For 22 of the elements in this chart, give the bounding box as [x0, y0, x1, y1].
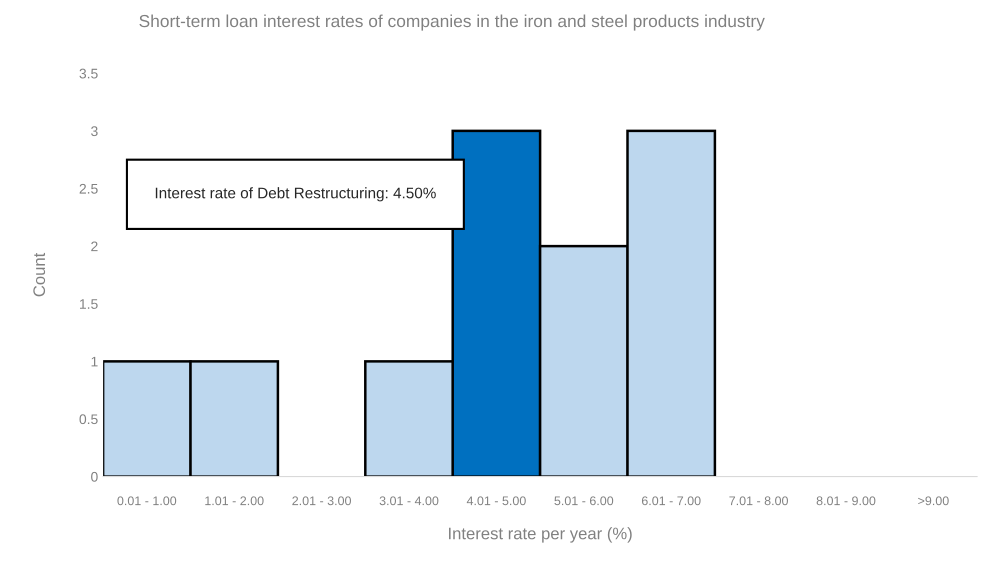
x-tick-label: 7.01 - 8.00: [729, 496, 788, 506]
x-tick-label: 5.01 - 6.00: [554, 496, 614, 506]
x-tick-label: 1.01 - 2.00: [205, 496, 264, 506]
x-axis-title: Interest rate per year (%): [449, 527, 632, 543]
x-tick-label: 3.01 - 4.00: [380, 496, 438, 506]
y-tick-label: 3.5: [79, 68, 98, 78]
y-tick-label: 1: [92, 356, 98, 366]
y-tick-label: 0: [91, 472, 98, 482]
x-tick-label: 0.01 - 1.00: [117, 496, 176, 506]
y-tick-label: 3: [91, 126, 98, 136]
chart-title: Short-term loan interest rates of companies in the iron and steel products industry: [139, 14, 765, 31]
x-tick-label: 2.01 - 3.00: [292, 496, 351, 506]
y-axis-title: Count: [33, 252, 46, 296]
y-tick-label: 2: [91, 241, 98, 252]
x-tick-label: 8.01 - 9.00: [816, 496, 876, 506]
x-tick-label: >9.00: [918, 496, 949, 506]
annotation: Interest rate of Debt Restructuring: 4.50%: [156, 187, 436, 202]
x-tick-label: 6.01 - 7.00: [642, 496, 701, 506]
x-tick-label: 4.01 - 5.00: [466, 496, 526, 506]
y-tick-label: 1.5: [80, 299, 98, 309]
y-tick-label: 0.5: [79, 414, 98, 424]
y-tick-label: 2.5: [80, 184, 98, 194]
